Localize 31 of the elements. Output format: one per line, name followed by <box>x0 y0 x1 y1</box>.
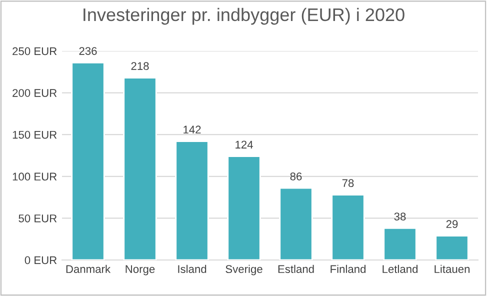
x-tick-label: Danmark <box>66 264 111 274</box>
y-tick-label: 150 EUR <box>12 130 57 139</box>
x-tick-label: Norge <box>126 265 155 276</box>
y-tick-label: 0 EUR <box>24 256 57 264</box>
x-tick-label: Estland <box>278 264 314 274</box>
y-tick-label: 200 EUR <box>12 89 57 97</box>
bar <box>279 187 313 260</box>
y-tick-label: 50 EUR <box>18 214 57 222</box>
data-label: 29 <box>446 220 458 228</box>
data-label: 86 <box>290 172 302 180</box>
x-tick-label: Finland <box>330 264 366 274</box>
bar <box>331 194 365 260</box>
x-tick-label: Island <box>178 264 206 274</box>
bar <box>123 77 157 260</box>
data-label: 142 <box>184 126 201 134</box>
x-tick-label: Litauen <box>434 264 470 274</box>
x-tick-label: Sverige <box>226 264 262 276</box>
y-tick-label: 100 EUR <box>12 172 57 181</box>
x-tick-label: Letland <box>382 264 418 274</box>
data-label: 38 <box>394 212 406 220</box>
y-tick-label: 250 EUR <box>12 47 57 56</box>
bar <box>435 235 469 260</box>
bar <box>71 62 105 260</box>
data-label: 236 <box>79 47 97 55</box>
chart-title: Investeringer pr. indbygger (EUR) i 2020 <box>84 8 404 25</box>
data-label: 218 <box>131 62 149 70</box>
bar <box>175 140 209 260</box>
data-label: 124 <box>236 140 253 148</box>
bar <box>383 228 417 260</box>
data-label: 78 <box>342 179 354 188</box>
bar <box>227 156 261 260</box>
